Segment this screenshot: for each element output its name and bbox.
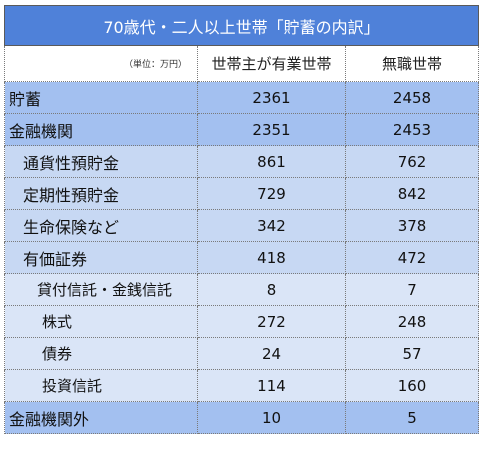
value-cell-unemployed: 7 (344, 273, 480, 306)
value-cell-unemployed: 2458 (344, 81, 480, 114)
row-label: 有価証券 (4, 241, 198, 274)
table-title: 70歳代・二人以上世帯「貯蓄の内訳」 (3, 5, 480, 46)
row-label: 金融機関 (4, 113, 198, 146)
value-cell-employed: 24 (197, 337, 346, 370)
value-cell-unemployed: 248 (344, 305, 480, 338)
table-row: 有価証券 418 472 (4, 241, 480, 274)
table-row: 金融機関外 10 5 (4, 401, 480, 434)
value-cell-employed: 8 (197, 273, 346, 306)
value-cell-unemployed: 2453 (344, 113, 480, 146)
value-cell-employed: 342 (197, 209, 346, 242)
table-row: 貯蓄 2361 2458 (4, 81, 480, 114)
savings-table-container: 70歳代・二人以上世帯「貯蓄の内訳」 （単位：万円） 世帯主が有業世帯 無職世帯… (3, 5, 480, 434)
unit-note: （単位：万円） (4, 45, 198, 82)
row-label: 投資信託 (4, 369, 198, 402)
value-cell-employed: 861 (197, 145, 346, 178)
value-cell-employed: 2351 (197, 113, 346, 146)
value-cell-employed: 10 (197, 401, 346, 434)
table-row: 定期性預貯金 729 842 (4, 177, 480, 210)
table-row: 貸付信託・金銭信託 8 7 (4, 273, 480, 306)
table-row: 生命保険など 342 378 (4, 209, 480, 242)
row-label: 貯蓄 (4, 81, 198, 114)
value-cell-employed: 729 (197, 177, 346, 210)
table-body: 貯蓄 2361 2458 金融機関 2351 2453 通貨性預貯金 861 762 定期性預貯金… (4, 81, 480, 434)
value-cell-employed: 272 (197, 305, 346, 338)
savings-breakdown-table: 70歳代・二人以上世帯「貯蓄の内訳」 （単位：万円） 世帯主が有業世帯 無職世帯… (3, 5, 480, 434)
row-label: 債券 (4, 337, 198, 370)
table-row: 債券 24 57 (4, 337, 480, 370)
value-cell-employed: 114 (197, 369, 346, 402)
table-row: 通貨性預貯金 861 762 (4, 145, 480, 178)
row-label: 通貨性預貯金 (4, 145, 198, 178)
value-cell-employed: 418 (197, 241, 346, 274)
row-label: 株式 (4, 305, 198, 338)
value-cell-unemployed: 472 (344, 241, 480, 274)
column-header-unemployed: 無職世帯 (344, 45, 480, 82)
value-cell-unemployed: 57 (344, 337, 480, 370)
value-cell-unemployed: 842 (344, 177, 480, 210)
value-cell-unemployed: 378 (344, 209, 480, 242)
row-label: 生命保険など (4, 209, 198, 242)
value-cell-unemployed: 762 (344, 145, 480, 178)
table-row: 金融機関 2351 2453 (4, 113, 480, 146)
row-label: 定期性預貯金 (4, 177, 198, 210)
value-cell-unemployed: 5 (344, 401, 480, 434)
row-label: 金融機関外 (4, 401, 198, 434)
table-row: 投資信託 114 160 (4, 369, 480, 402)
value-cell-employed: 2361 (197, 81, 346, 114)
table-row: 株式 272 248 (4, 305, 480, 338)
value-cell-unemployed: 160 (344, 369, 480, 402)
column-header-employed: 世帯主が有業世帯 (197, 45, 346, 82)
row-label: 貸付信託・金銭信託 (4, 273, 198, 306)
